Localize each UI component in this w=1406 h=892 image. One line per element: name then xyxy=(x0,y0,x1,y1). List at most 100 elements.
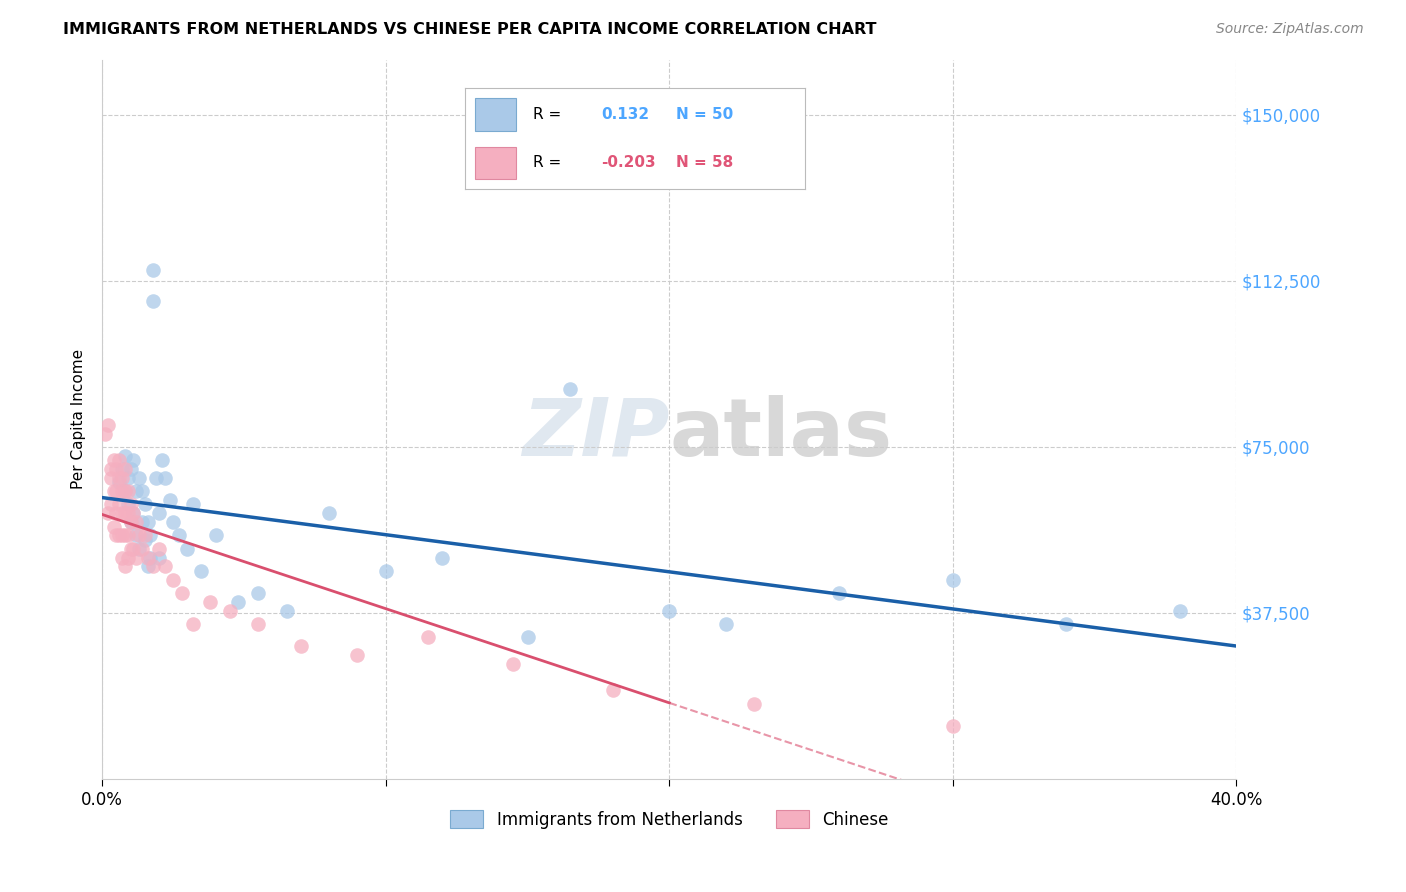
Point xyxy=(111,528,134,542)
Text: Source: ZipAtlas.com: Source: ZipAtlas.com xyxy=(1216,22,1364,37)
Point xyxy=(159,493,181,508)
Point xyxy=(108,475,131,490)
Point xyxy=(125,550,148,565)
Point xyxy=(828,586,851,600)
Point xyxy=(136,559,159,574)
Point xyxy=(714,617,737,632)
Point xyxy=(1168,604,1191,618)
Point xyxy=(190,564,212,578)
Point xyxy=(105,484,128,499)
Point xyxy=(111,471,134,485)
Point xyxy=(114,462,136,476)
Point xyxy=(114,559,136,574)
Point xyxy=(502,657,524,671)
Point xyxy=(103,484,125,499)
Point xyxy=(100,462,122,476)
Point xyxy=(103,519,125,533)
Point xyxy=(247,586,270,600)
Point xyxy=(658,604,681,618)
Point xyxy=(148,550,170,565)
Point xyxy=(162,573,184,587)
Point xyxy=(103,453,125,467)
Point xyxy=(942,573,965,587)
Text: atlas: atlas xyxy=(669,394,893,473)
Point xyxy=(218,604,240,618)
Point xyxy=(97,417,120,432)
Point xyxy=(111,550,134,565)
Point xyxy=(100,498,122,512)
Point xyxy=(276,604,298,618)
Point xyxy=(204,528,226,542)
Point xyxy=(290,639,312,653)
Point xyxy=(131,515,153,529)
Point xyxy=(105,462,128,476)
Point xyxy=(117,471,139,485)
Point xyxy=(117,506,139,520)
Point xyxy=(162,515,184,529)
Point xyxy=(176,541,198,556)
Point xyxy=(105,506,128,520)
Point xyxy=(105,528,128,542)
Text: IMMIGRANTS FROM NETHERLANDS VS CHINESE PER CAPITA INCOME CORRELATION CHART: IMMIGRANTS FROM NETHERLANDS VS CHINESE P… xyxy=(63,22,877,37)
Point xyxy=(432,550,454,565)
Point xyxy=(114,528,136,542)
Point xyxy=(148,506,170,520)
Point xyxy=(602,683,624,698)
Point xyxy=(153,471,176,485)
Point xyxy=(108,498,131,512)
Point xyxy=(108,528,131,542)
Point xyxy=(142,263,165,277)
Point xyxy=(134,498,156,512)
Point xyxy=(139,528,162,542)
Point xyxy=(516,630,538,644)
Point xyxy=(125,528,148,542)
Point xyxy=(1054,617,1077,632)
Point xyxy=(145,471,167,485)
Point xyxy=(100,471,122,485)
Point xyxy=(346,648,368,662)
Point xyxy=(117,484,139,499)
Point xyxy=(114,506,136,520)
Point xyxy=(94,426,117,441)
Point xyxy=(558,383,581,397)
Point xyxy=(131,541,153,556)
Point xyxy=(247,617,270,632)
Point xyxy=(120,498,142,512)
Point xyxy=(139,550,162,565)
Point xyxy=(117,550,139,565)
Point xyxy=(114,484,136,499)
Point xyxy=(125,515,148,529)
Point xyxy=(374,564,396,578)
Point xyxy=(111,484,134,499)
Point xyxy=(111,506,134,520)
Point xyxy=(136,515,159,529)
Point xyxy=(128,541,150,556)
Point xyxy=(170,586,193,600)
Point xyxy=(111,462,134,476)
Point xyxy=(142,293,165,308)
Point xyxy=(131,484,153,499)
Point xyxy=(114,449,136,463)
Point xyxy=(167,528,190,542)
Point xyxy=(181,617,204,632)
Point xyxy=(120,515,142,529)
Point xyxy=(122,506,145,520)
Point xyxy=(125,484,148,499)
Point xyxy=(134,533,156,547)
Point xyxy=(128,528,150,542)
Point xyxy=(114,484,136,499)
Point xyxy=(120,541,142,556)
Point xyxy=(148,541,170,556)
Point xyxy=(181,498,204,512)
Legend: Immigrants from Netherlands, Chinese: Immigrants from Netherlands, Chinese xyxy=(443,804,896,835)
Point xyxy=(942,719,965,733)
Point xyxy=(128,471,150,485)
Point xyxy=(198,595,221,609)
Point xyxy=(122,541,145,556)
Point xyxy=(136,550,159,565)
Point xyxy=(97,506,120,520)
Point xyxy=(117,498,139,512)
Point xyxy=(418,630,440,644)
Point xyxy=(134,528,156,542)
Point xyxy=(142,559,165,574)
